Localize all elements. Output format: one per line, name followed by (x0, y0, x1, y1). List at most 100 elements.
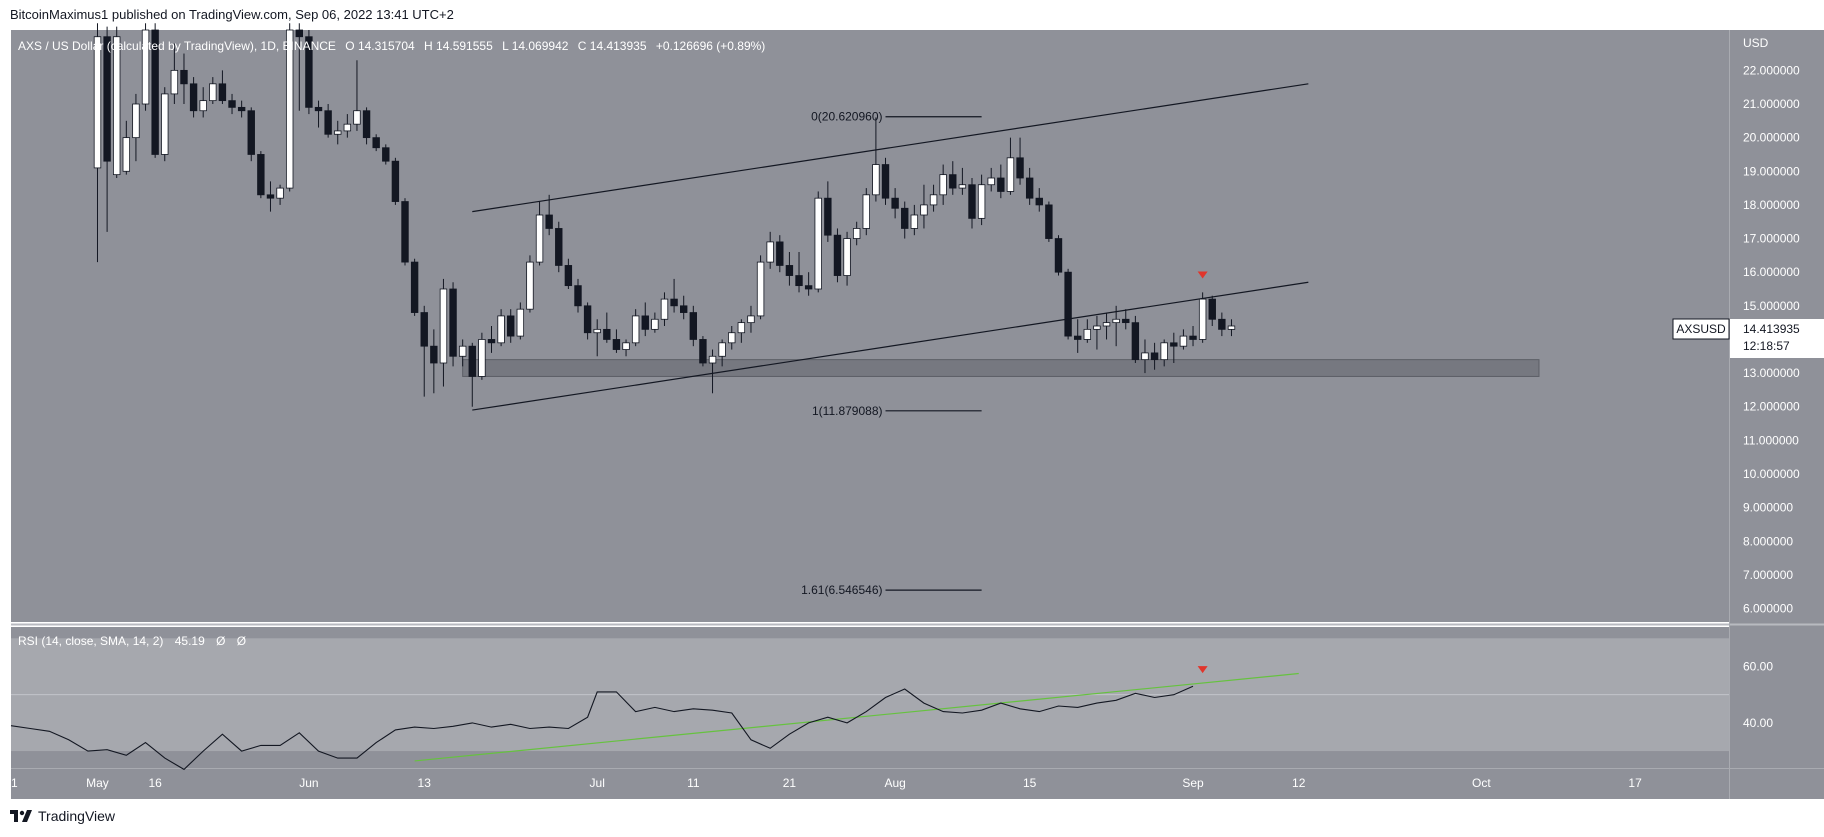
candle (487, 326, 496, 353)
candle (218, 70, 227, 104)
last-price-label: AXSUSD 14.413935 12:18:57 (1672, 318, 1824, 358)
candle-body-up (1141, 352, 1149, 361)
candle (1102, 312, 1111, 340)
candle (718, 339, 726, 367)
rsi-value: 45.19 (175, 634, 205, 648)
candle-body-down (1045, 204, 1053, 239)
fib-label-161: 1.61(6.546546) (801, 583, 882, 597)
candle (603, 312, 611, 343)
candle (247, 107, 255, 162)
support-zone[interactable] (462, 359, 1540, 377)
candle-body-up (756, 261, 765, 317)
candle-body-up (910, 214, 919, 229)
fib-label-1: 1(11.879088) (812, 404, 883, 418)
price-tick: 15.000000 (1743, 299, 1800, 313)
candle (535, 201, 544, 266)
tradingview-logo[interactable]: TradingView (10, 808, 115, 824)
candle-body-down (1150, 352, 1159, 361)
candle (641, 302, 649, 337)
candle-body-up (1083, 328, 1092, 340)
candle-body-down (699, 339, 707, 364)
symbol-tag (1672, 318, 1730, 340)
time-label: 21 (783, 776, 797, 790)
candle-body-up (651, 318, 659, 330)
rsi-tick-40: 40.00 (1743, 716, 1773, 730)
candle-body-down (997, 177, 1005, 192)
channel-lower-line[interactable] (472, 281, 1309, 411)
candle-body-down (103, 36, 111, 162)
candle-body-down (362, 110, 371, 139)
candle-body-down (1016, 157, 1024, 179)
candle (189, 77, 198, 118)
candle (1218, 312, 1226, 337)
candle-body-down (1064, 271, 1072, 337)
candle-body-down (680, 305, 688, 313)
candle-body-down (555, 228, 563, 266)
candle-body-down (1025, 177, 1034, 199)
candle (478, 332, 486, 380)
time-label: Jun (299, 776, 318, 790)
candle (1198, 292, 1207, 343)
candle-body-up (718, 342, 726, 357)
candle (228, 93, 236, 115)
price-axis-unit: USD (1743, 36, 1769, 50)
rsi-legend[interactable]: RSI (14, close, SMA, 14, 2) 45.19 Ø Ø (18, 634, 246, 648)
price-axis[interactable] (1730, 30, 1824, 768)
fib-label-0: 0(20.620960) (811, 110, 882, 124)
candle-body-up (334, 130, 342, 135)
candle (987, 167, 995, 192)
candle-body-down (824, 197, 832, 236)
candle-body-up (660, 298, 669, 320)
candle (728, 326, 736, 350)
candle (285, 23, 294, 192)
rsi-na-1: Ø (216, 634, 225, 648)
time-label: 16 (148, 776, 162, 790)
time-label: 12 (1292, 776, 1306, 790)
symbol-legend[interactable]: AXS / US Dollar (calculated by TradingVi… (18, 39, 765, 53)
candle-body-up (872, 164, 880, 196)
candle-body-up (497, 315, 505, 344)
candle (1131, 315, 1140, 363)
candle-body-down (430, 345, 438, 364)
candle (689, 305, 698, 347)
candle-body-up (516, 308, 525, 337)
candle-body-up (1160, 342, 1168, 361)
candle (1227, 319, 1236, 337)
candle-body-up (852, 228, 861, 239)
candle (439, 278, 448, 387)
candle-body-up (353, 110, 361, 125)
candle (872, 117, 880, 202)
candle (910, 204, 919, 236)
candle (122, 120, 131, 175)
rsi-title: RSI (14, close, SMA, 14, 2) (18, 634, 163, 648)
time-labels: 1 May 16 Jun 13 Jul 11 21 Aug 15 Sep 12 Oct 17 (11, 776, 1642, 790)
candle-body-up (977, 184, 986, 219)
candle (843, 231, 851, 286)
candle-body-up (93, 36, 102, 169)
channel-upper-line[interactable] (472, 83, 1309, 213)
candle (766, 231, 774, 269)
candle-body-down (228, 100, 236, 108)
time-label: 11 (687, 776, 700, 790)
candle (526, 255, 534, 313)
candle-body-up (276, 187, 284, 199)
rsi-line (10, 685, 1194, 771)
legend-symbol: AXS / US Dollar (calculated by TradingVi… (18, 39, 336, 53)
candle (468, 342, 476, 407)
candle (1141, 339, 1149, 374)
candle-body-up (1179, 335, 1188, 347)
candle-body-up (622, 342, 630, 350)
price-tick: 12.000000 (1743, 400, 1800, 414)
price-tick: 13.000000 (1743, 366, 1800, 380)
candle-body-up (132, 103, 140, 139)
time-label: 13 (418, 776, 432, 790)
candle-body-down (776, 241, 784, 266)
candle-body-down (391, 160, 400, 202)
legend-h-value: 14.591555 (436, 39, 493, 53)
candle-body-down (372, 137, 380, 149)
time-axis[interactable] (11, 769, 1729, 799)
candle (756, 255, 765, 320)
candle (824, 181, 832, 242)
price-tick: 10.000000 (1743, 467, 1800, 481)
price-pane[interactable] (11, 30, 1729, 622)
